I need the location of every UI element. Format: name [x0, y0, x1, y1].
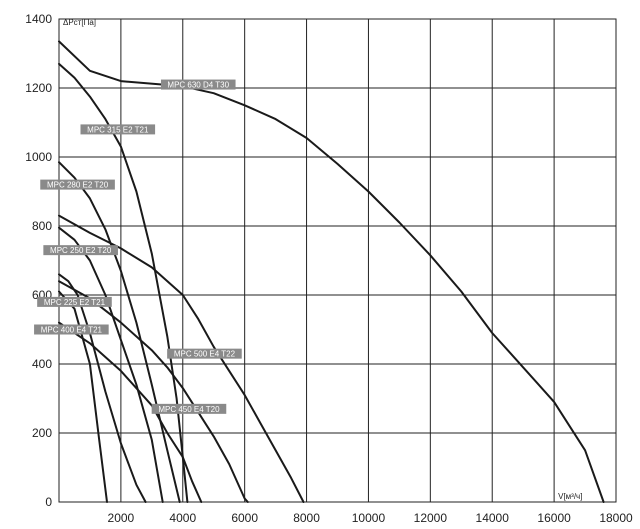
- y-tick-label: 1000: [25, 150, 52, 164]
- x-tick-label: 8000: [293, 511, 320, 525]
- curve-label-text: MPC 225 E2 T21: [44, 298, 106, 307]
- curve-label-bg: [37, 296, 112, 307]
- fan-curve: [58, 62, 189, 503]
- y-axis-label: ΔPст[Па]: [63, 18, 96, 27]
- x-tick-label: 18000: [599, 511, 633, 525]
- x-tick-label: 14000: [476, 511, 510, 525]
- curve-label-text: MPC 500 E4 T22: [174, 350, 236, 359]
- curve-label-text: MPC 400 E4 T21: [41, 326, 103, 335]
- y-tick-label: 400: [32, 357, 52, 371]
- curve-label-text: MPC 450 E4 T20: [158, 405, 220, 414]
- curve-label: MPC 280 E2 T20: [40, 179, 115, 190]
- grid-lines: [58, 18, 617, 503]
- x-axis-label: V[м³/ч]: [558, 492, 582, 501]
- fan-curve: [58, 214, 305, 503]
- y-tick-label: 800: [32, 219, 52, 233]
- curve-label: MPC 250 E2 T20: [43, 245, 118, 256]
- fan-curve: [58, 273, 147, 503]
- curve-label-text: MPC 630 D4 T30: [167, 81, 229, 90]
- curve-label: MPC 500 E4 T22: [167, 348, 242, 359]
- curve-label-text: MPC 250 E2 T20: [50, 246, 112, 255]
- plot-frame: [58, 18, 617, 503]
- fan-curve: [58, 290, 108, 503]
- x-tick-label: 6000: [231, 511, 258, 525]
- fan-curve: [58, 321, 203, 503]
- y-tick-label: 0: [45, 495, 52, 509]
- curve-label: MPC 400 E4 T21: [34, 324, 109, 335]
- curve-label: MPC 450 E4 T20: [151, 403, 227, 414]
- curve-label: MPC 630 D4 T30: [160, 79, 236, 90]
- curve-label-bg: [34, 324, 109, 335]
- curve-label-bg: [43, 245, 118, 256]
- x-tick-label: 4000: [169, 511, 196, 525]
- x-tick-label: 2000: [108, 511, 135, 525]
- curve-label-bg: [160, 79, 236, 90]
- y-tick-label: 200: [32, 426, 52, 440]
- curve-label-bg: [167, 348, 242, 359]
- y-tick-label: 1200: [25, 81, 52, 95]
- x-tick-label: 10000: [352, 511, 386, 525]
- x-axis-ticks: 2000 4000 6000 8000 10000 12000 14000 16000 1800…: [108, 511, 633, 525]
- x-tick-label: 16000: [537, 511, 571, 525]
- curve-label-bg: [40, 179, 115, 190]
- curve-label-text: MPC 315 E2 T21: [87, 125, 149, 134]
- curve-label-bg: [80, 124, 156, 135]
- fan-curve: [58, 280, 249, 503]
- curve-label: MPC 315 E2 T21: [80, 124, 156, 135]
- curve-label-bg: [151, 403, 227, 414]
- curve-labels: MPC 630 D4 T30 MPC 315 E2 T21 MPC 280 E2 T…: [34, 79, 242, 414]
- y-tick-label: 1400: [25, 12, 52, 26]
- curve-label: MPC 225 E2 T21: [37, 296, 112, 307]
- x-tick-label: 12000: [414, 511, 448, 525]
- curve-label-text: MPC 280 E2 T20: [47, 181, 109, 190]
